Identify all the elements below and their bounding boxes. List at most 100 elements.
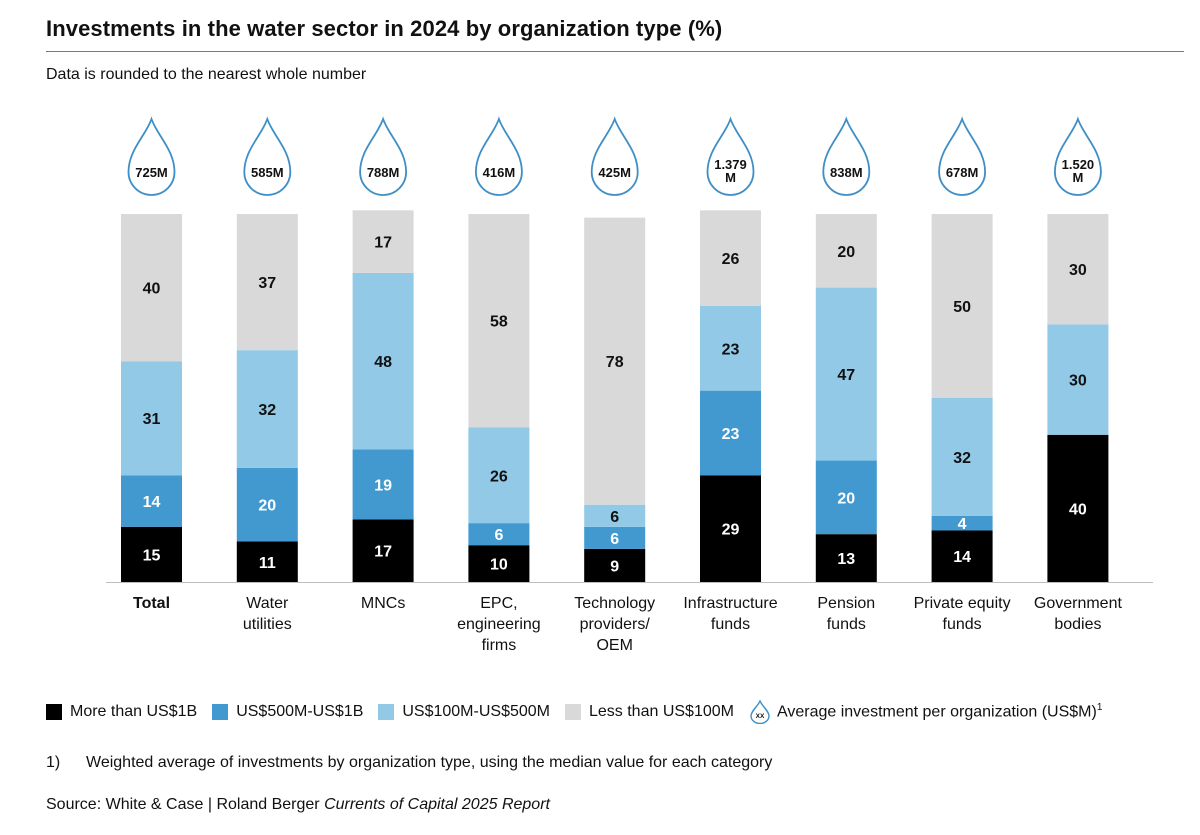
legend-item-average: XX Average investment per organization (… — [749, 700, 1102, 724]
bar-segment — [468, 214, 530, 428]
bar-value-label: 47 — [837, 367, 855, 384]
category-label: funds — [711, 616, 750, 633]
footnote: 1) Weighted average of investments by or… — [46, 754, 772, 772]
bar-value-label: 50 — [953, 299, 971, 316]
bar-value-label: 30 — [1069, 262, 1087, 279]
bar-value-label: 32 — [258, 402, 276, 419]
bar-segment — [815, 460, 877, 535]
category-label: OEM — [596, 637, 632, 654]
legend-item-less-than-100m: Less than US$100M — [564, 703, 734, 721]
stacked-bar-chart: 15 14 31 40 725M Total 11 20 32 37 585M Water utilit… — [106, 116, 1153, 654]
average-investment-label: 838M — [830, 165, 863, 180]
chart-subtitle: Data is rounded to the nearest whole num… — [46, 66, 367, 83]
legend-swatch-light-blue — [378, 704, 395, 720]
water-drop-icon: XX — [750, 700, 770, 724]
bar-segment — [352, 449, 414, 520]
legend-avg-text: Average investment per organization (US$… — [776, 703, 1097, 721]
legend-swatch-black — [46, 704, 62, 720]
bar-segment — [236, 541, 298, 582]
bar-segment — [584, 504, 646, 527]
water-drop-icon — [359, 116, 408, 196]
category-label: Infrastructure — [683, 595, 777, 612]
legend-swatch-grey — [564, 704, 581, 720]
bar-value-label: 6 — [610, 531, 619, 548]
bar-segment — [931, 515, 993, 531]
average-investment-label: 788M — [367, 165, 400, 180]
bar-value-label: 20 — [258, 498, 276, 515]
category-label: firms — [482, 637, 517, 654]
legend-avg-sup: 1 — [1096, 702, 1103, 714]
legend-label: More than US$1B — [70, 703, 198, 720]
bar-value-label: 15 — [143, 547, 161, 564]
bar-value-label: 20 — [837, 244, 855, 261]
bar-value-label: 14 — [953, 549, 971, 566]
legend-label: Less than US$100M — [588, 703, 734, 720]
bar-segment — [931, 398, 993, 516]
category-label: Pension — [817, 595, 875, 612]
legend-item-100m-500m: US$100M-US$500M — [378, 703, 550, 721]
average-investment-label: 1.379 — [714, 157, 747, 172]
bar-value-label: 26 — [490, 468, 508, 485]
category-label: bodies — [1054, 616, 1101, 633]
bar-value-label: 78 — [606, 354, 624, 371]
legend-label: US$100M-US$500M — [402, 703, 550, 720]
bar-value-label: 14 — [143, 494, 161, 511]
chart-title: Investments in the water sector in 2024 … — [46, 16, 723, 41]
bar-segment — [931, 530, 993, 582]
bar-value-label: 30 — [1069, 373, 1087, 390]
footnote-number: 1) — [46, 754, 61, 771]
category-label: providers/ — [580, 616, 651, 633]
water-drop-icon — [822, 116, 871, 196]
water-drop-icon — [590, 116, 639, 196]
legend-label-average: Average investment per organization (US$… — [777, 702, 1102, 721]
bar-value-label: 10 — [490, 557, 508, 574]
average-investment-label: M — [1072, 170, 1083, 185]
bar-value-label: 48 — [374, 354, 392, 371]
category-label: MNCs — [361, 595, 405, 612]
bar-segment — [236, 214, 298, 351]
category-label: funds — [827, 616, 866, 633]
bar-segment — [584, 526, 646, 549]
bar-value-label: 11 — [259, 555, 276, 572]
water-drop-icon — [243, 116, 292, 196]
water-drop-icon — [1053, 116, 1102, 196]
bar-value-label: 17 — [374, 544, 392, 561]
bar-value-label: 29 — [722, 522, 740, 539]
category-label: Water — [246, 595, 289, 612]
bar-value-label: 6 — [610, 509, 619, 526]
average-investment-label: M — [725, 170, 736, 185]
bar-value-label: 37 — [258, 275, 276, 292]
bar-segment — [700, 390, 761, 476]
category-label: Private equity — [914, 595, 1011, 612]
category-label: Total — [133, 595, 170, 612]
category-label: funds — [943, 616, 982, 633]
bar-segment — [236, 467, 298, 542]
bar-segment — [931, 214, 993, 398]
bar-segment — [1047, 214, 1109, 325]
bar-segment — [815, 534, 877, 582]
footnote-text: Weighted average of investments by organ… — [86, 754, 773, 771]
bar-segment — [468, 545, 530, 582]
source-report-title: Currents of Capital 2025 Report — [324, 796, 550, 813]
bar-value-label: 58 — [490, 314, 508, 331]
title-divider — [46, 51, 1184, 52]
bar-segment — [468, 523, 530, 546]
bar-value-label: 13 — [837, 551, 855, 568]
bar-segment — [352, 272, 414, 450]
bar-value-label: 23 — [722, 426, 740, 443]
bar-value-label: 31 — [143, 411, 161, 428]
average-investment-label: 725M — [135, 165, 168, 180]
category-label: utilities — [243, 616, 292, 633]
bar-segment — [584, 548, 646, 582]
bar-value-label: 4 — [958, 516, 967, 533]
category-label: Technology — [574, 595, 655, 612]
bar-value-label: 40 — [143, 281, 161, 298]
average-investment-label: 425M — [598, 165, 631, 180]
bar-segment — [1047, 324, 1109, 435]
bar-segment — [121, 361, 182, 476]
bar-value-label: 6 — [494, 527, 503, 544]
bar-value-label: 20 — [837, 490, 855, 507]
bar-segment — [700, 306, 761, 391]
bar-value-label: 26 — [722, 251, 740, 268]
category-label: Government — [1034, 595, 1123, 612]
